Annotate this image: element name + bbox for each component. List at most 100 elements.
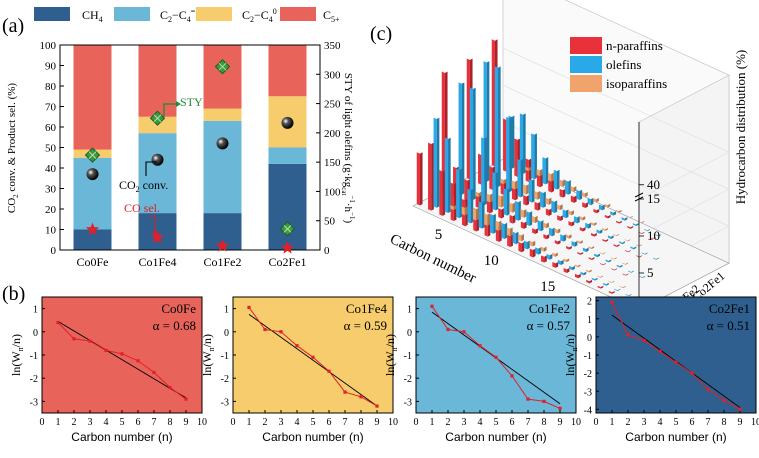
x-tick-label: 0	[231, 417, 236, 428]
bar3d-co1fe4-c3-olefins	[469, 87, 474, 200]
bar-co0fe-ch4	[73, 229, 112, 250]
bar3d-side-co0fe-c2-n_paraffins	[431, 142, 434, 211]
x-tick-label: 7	[526, 417, 531, 428]
bar3d-side-co1fe2-c14-olefins	[622, 241, 625, 245]
legend-n-paraffins: n-paraffins	[606, 38, 663, 53]
bar3d-co1fe2-c8-olefins	[551, 200, 555, 213]
sty-arrowhead	[176, 101, 181, 107]
bar3d-side-co1fe4-c13-n_paraffins	[580, 251, 584, 255]
panel-a-left-axis-title: CO2 conv. & Product sel. (%)	[6, 83, 20, 214]
x-tick-label: 5	[674, 417, 679, 428]
bar3d-side-co1fe2-c15-isoparaffins	[639, 244, 642, 247]
x-tick-label: 2	[263, 417, 268, 428]
bar-co1fe4-c5	[138, 45, 177, 117]
asf-point	[658, 349, 662, 353]
z-tick-label: 40	[647, 177, 660, 192]
bar3d-side-co1fe4-c9-n_paraffins	[535, 228, 538, 235]
bar3d-co0fe-c4-olefins	[456, 168, 460, 219]
x-tick-label: 8	[722, 417, 727, 428]
bar3d-side-co0fe-c16-isoparaffins	[600, 275, 604, 278]
bar3d-co2fe1-c12-n_paraffins	[616, 220, 620, 224]
bar3d-side-co1fe2-c6-isoparaffins	[537, 190, 541, 200]
bar3d-side-co1fe4-c13-isoparaffins	[591, 246, 595, 250]
bar3d-side-co2fe1-c10-olefins	[602, 204, 605, 211]
bar3d-side-co2fe1-c2-olefins	[511, 115, 515, 169]
bar3d-side-co1fe4-c4-olefins	[484, 137, 487, 206]
bar3d-co0fe-c13-olefins	[557, 259, 562, 265]
x-tick-label: 2	[72, 417, 77, 428]
bar3d-co1fe4-c15-olefins	[605, 259, 609, 263]
bar3d-co1fe2-c13-n_paraffins	[602, 238, 606, 242]
asf-point	[510, 374, 514, 378]
bar3d-side-co2fe1-c6-n_paraffins	[551, 179, 555, 193]
bar3d-side-co0fe-c17-n_paraffins	[600, 285, 604, 289]
right-tick-label: 350	[324, 40, 341, 52]
bar3d-side-co1fe4-c10-olefins	[552, 227, 555, 237]
asf-point	[279, 330, 283, 334]
bar3d-co1fe2-c12-olefins	[596, 229, 600, 234]
bar3d-co1fe2-c17-olefins	[653, 257, 657, 260]
bar3d-co2fe1-c14-n_paraffins	[638, 231, 642, 235]
y-tick-label: 1	[33, 305, 38, 316]
x-tick-label: 0	[414, 417, 419, 428]
bar3d-side-co2fe1-c5-isoparaffins	[551, 172, 554, 182]
bar3d-co1fe4-c11-olefins	[560, 234, 564, 242]
y-tick-label: -4	[584, 405, 592, 416]
x-tick-label: 5	[120, 417, 125, 428]
bar3d-side-co2fe1-c4-isoparaffins	[539, 169, 543, 177]
co2-conv-point-co2fe1	[281, 116, 294, 129]
bar-co2fe1-c5	[268, 45, 307, 97]
bar3d-side-co0fe-c17-isoparaffins	[611, 280, 615, 283]
y-tick-label: 0	[33, 328, 38, 339]
asf-plot-area	[415, 296, 577, 414]
bar3d-side-co0fe-c6-olefins	[481, 201, 485, 229]
bar3d-co0fe-c2-olefins	[433, 117, 437, 208]
co-sel-point-co1fe4	[150, 230, 165, 244]
right-tick-label: 200	[324, 128, 341, 140]
left-tick-label: 80	[45, 81, 57, 93]
bar3d-side-co0fe-c15-olefins	[583, 271, 587, 276]
bar3d-co2fe1-c7-n_paraffins	[559, 188, 563, 198]
legend-c5-swatch	[280, 7, 316, 21]
bar3d-side-co2fe1-c12-olefins	[624, 217, 628, 221]
bar3d-co2fe1-c10-olefins	[598, 204, 603, 211]
bar3d-side-co0fe-c15-n_paraffins	[578, 273, 581, 279]
x-tick-label: 10	[388, 417, 398, 428]
bar3d-side-co0fe-c4-n_paraffins	[453, 182, 457, 222]
bar3d-side-co1fe2-c5-n_paraffins	[515, 187, 518, 201]
bar3d-side-co0fe-c3-n_paraffins	[442, 170, 446, 216]
bar3d-side-co1fe2-c16-n_paraffins	[639, 255, 643, 258]
x-tick-label: 8	[542, 417, 547, 428]
bar3d-side-co2fe1-c14-n_paraffins	[641, 231, 645, 235]
bar3d-side-co1fe2-c10-n_paraffins	[571, 221, 575, 227]
asf-y-axis-title: ln(Wn/n)	[563, 334, 579, 376]
bar3d-co2fe1-c4-olefins	[531, 133, 535, 180]
x-tick-label: 9	[558, 417, 563, 428]
asf-point	[494, 355, 498, 359]
bar3d-side-co2fe1-c11-olefins	[613, 211, 617, 216]
asf-point	[327, 369, 331, 373]
x-tick-label: 6	[327, 417, 332, 428]
panel-a-legend: CH4 C2−C4= C2−C40 C5+	[34, 7, 340, 24]
bar3d-co2fe1-c6-n_paraffins	[548, 179, 552, 193]
bar3d-co1fe4-c5-olefins	[492, 171, 496, 211]
bar3d-co0fe-c19-olefins	[625, 294, 629, 297]
bar3d-side-co1fe4-c11-isoparaffins	[568, 234, 572, 239]
bar3d-side-co0fe-c11-olefins	[538, 247, 542, 255]
bar3d-co1fe4-c2-olefins	[458, 82, 462, 195]
bar3d-side-co0fe-c9-n_paraffins	[510, 234, 513, 248]
bar3d-side-co2fe1-c8-isoparaffins	[585, 192, 588, 198]
legend-c24-olefin: C2−C4=	[160, 7, 196, 24]
bar3d-co0fe-c18-olefins	[614, 288, 618, 291]
legend-olefins: olefins	[606, 57, 641, 72]
bar3d-co1fe4-c5-n_paraffins	[486, 200, 491, 214]
bar3d-side-co1fe4-c10-n_paraffins	[546, 234, 550, 240]
bar3d-side-co1fe2-c12-isoparaffins	[605, 228, 608, 231]
y-tick-label: 1	[224, 305, 229, 316]
bar3d-co0fe-c4-n_paraffins	[450, 182, 454, 222]
asf-point	[738, 407, 742, 411]
bar3d-side-co2fe1-c14-olefins	[647, 229, 650, 232]
bar3d-co1fe4-c3-n_paraffins	[464, 179, 468, 203]
y-tick-label: -2	[404, 374, 412, 385]
x-tick-label: 1	[56, 417, 61, 428]
